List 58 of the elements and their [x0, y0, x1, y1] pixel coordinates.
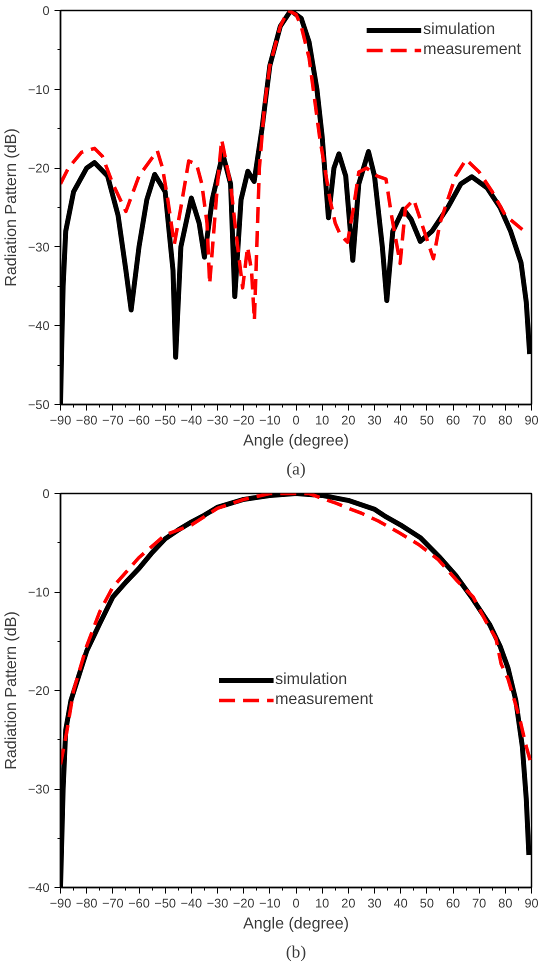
y-tick-label: −50 — [28, 398, 50, 412]
x-tick-label: −30 — [206, 414, 228, 428]
x-tick-label: 90 — [524, 896, 539, 910]
x-axis-title: Angle (degree) — [243, 916, 349, 932]
x-tick-label: −10 — [259, 414, 281, 428]
y-axis-title: Radiation Pattern (dB) — [3, 128, 20, 287]
y-tick-label: 0 — [42, 487, 50, 501]
x-tick-label: −60 — [128, 414, 150, 428]
x-tick-label: −40 — [180, 896, 202, 910]
x-tick-label: 10 — [315, 414, 330, 428]
x-tick-label: 70 — [472, 896, 486, 910]
x-tick-label: 60 — [446, 896, 460, 910]
x-tick-label: 80 — [498, 414, 512, 428]
x-tick-label: −30 — [206, 896, 228, 910]
x-tick-label: −50 — [154, 896, 176, 910]
x-tick-label: 0 — [292, 896, 300, 910]
x-tick-label: 40 — [394, 414, 408, 428]
y-tick-label: −40 — [28, 881, 50, 895]
y-tick-label: −10 — [28, 586, 50, 600]
x-tick-label: −20 — [232, 896, 254, 910]
x-tick-label: 80 — [498, 896, 512, 910]
y-tick-label: −10 — [28, 82, 50, 97]
x-tick-label: 0 — [292, 414, 300, 428]
x-tick-label: 50 — [420, 896, 434, 910]
x-tick-label: 90 — [524, 414, 539, 428]
x-tick-label: −70 — [102, 896, 124, 910]
x-tick-label: −10 — [259, 896, 281, 910]
x-tick-label: −40 — [180, 414, 202, 428]
text: (b) — [286, 942, 306, 962]
x-tick-label: 50 — [420, 414, 434, 428]
y-axis-title: Radiation Pattern (dB) — [3, 611, 20, 770]
text: (a) — [286, 460, 306, 478]
y-tick-label: 0 — [42, 4, 50, 18]
x-tick-label: −80 — [76, 414, 98, 428]
x-axis-title: Angle (degree) — [243, 432, 349, 450]
y-tick-label: −40 — [28, 319, 50, 334]
x-tick-label: −70 — [102, 414, 124, 428]
legend-label: measurement — [423, 41, 521, 59]
x-tick-label: 30 — [367, 896, 382, 910]
x-tick-label: −90 — [50, 414, 72, 428]
line-series — [60, 10, 524, 322]
x-tick-label: 20 — [341, 414, 356, 428]
x-tick-label: −90 — [50, 896, 72, 910]
y-tick-label: −20 — [28, 162, 50, 176]
x-tick-label: −60 — [128, 896, 150, 910]
x-tick-label: 20 — [341, 896, 356, 910]
y-tick-label: −20 — [28, 684, 50, 698]
x-tick-label: 70 — [472, 414, 486, 428]
x-tick-label: 40 — [394, 896, 408, 910]
x-tick-label: 30 — [367, 414, 382, 428]
x-tick-label: 10 — [315, 896, 330, 910]
y-tick-label: −30 — [28, 782, 50, 796]
x-tick-label: −20 — [232, 414, 254, 428]
x-tick-label: 60 — [446, 414, 460, 428]
y-tick-label: −30 — [28, 240, 50, 254]
x-tick-label: −80 — [76, 896, 98, 910]
x-tick-label: −50 — [154, 414, 176, 428]
legend-label: simulation — [423, 21, 496, 39]
